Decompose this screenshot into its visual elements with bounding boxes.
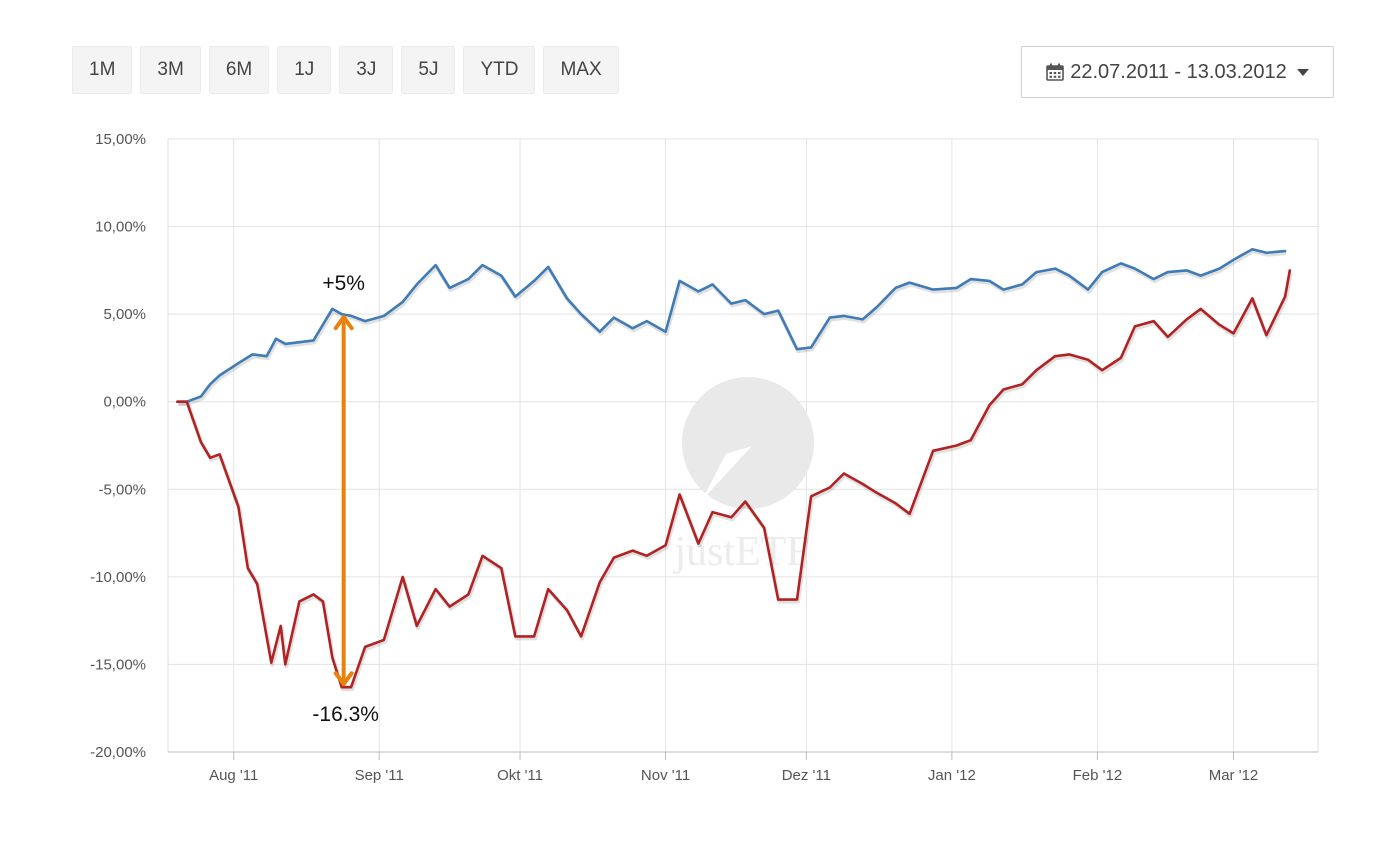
range-button-6m[interactable]: 6M xyxy=(208,46,270,94)
x-tick-label: Nov '11 xyxy=(641,767,690,784)
series-1-line xyxy=(176,269,1292,689)
annotation-gain: +5% xyxy=(322,272,365,295)
y-tick-label: 5,00% xyxy=(103,306,146,323)
y-tick-label: -20,00% xyxy=(90,744,146,761)
series-lines xyxy=(176,248,1293,692)
range-button-1j[interactable]: 1J xyxy=(277,46,332,94)
y-tick-label: 15,00% xyxy=(95,131,146,148)
annotations: +5% -16.3% xyxy=(312,272,379,726)
range-button-5j[interactable]: 5J xyxy=(401,46,456,94)
watermark-text: justETF xyxy=(672,529,809,575)
y-tick-label: -10,00% xyxy=(90,569,146,586)
x-tick-label: Feb '12 xyxy=(1073,767,1123,784)
y-tick-label: -15,00% xyxy=(90,656,146,673)
series-0-shadow xyxy=(178,249,1287,406)
y-tick-label: -5,00% xyxy=(98,481,146,498)
x-tick-label: Okt '11 xyxy=(497,767,543,784)
range-button-1m[interactable]: 1M xyxy=(72,46,133,94)
annotation-loss: -16.3% xyxy=(312,703,379,726)
x-tick-label: Dez '11 xyxy=(782,767,831,784)
caret-down-icon xyxy=(1296,68,1309,76)
date-range-label: 22.07.2011 - 13.03.2012 xyxy=(1070,60,1287,83)
arrow-head-down xyxy=(333,671,354,687)
x-tick-label: Mar '12 xyxy=(1209,767,1259,784)
calendar-icon xyxy=(1046,63,1065,81)
y-tick-label: 0,00% xyxy=(103,394,146,411)
y-tick-label: 10,00% xyxy=(95,219,146,236)
range-button-max[interactable]: MAX xyxy=(543,46,619,94)
arrow-head-up xyxy=(333,315,354,331)
time-range-buttons: 1M 3M 6M 1J 3J 5J YTD MAX xyxy=(72,46,619,94)
x-tick-label: Jan '12 xyxy=(928,767,976,784)
axes: 15,00% 10,00% 5,00% 0,00% -5,00% -10,00% -15,0… xyxy=(90,131,1318,784)
justetf-watermark: justETF xyxy=(672,377,814,575)
range-button-ytd[interactable]: YTD xyxy=(463,46,536,94)
series-0-line xyxy=(176,248,1287,404)
range-button-3m[interactable]: 3M xyxy=(140,46,201,94)
range-button-3j[interactable]: 3J xyxy=(339,46,394,94)
x-tick-label: Aug '11 xyxy=(209,767,258,784)
x-tick-label: Sep '11 xyxy=(355,767,404,784)
date-range-picker[interactable]: 22.07.2011 - 13.03.2012 xyxy=(1021,46,1334,98)
